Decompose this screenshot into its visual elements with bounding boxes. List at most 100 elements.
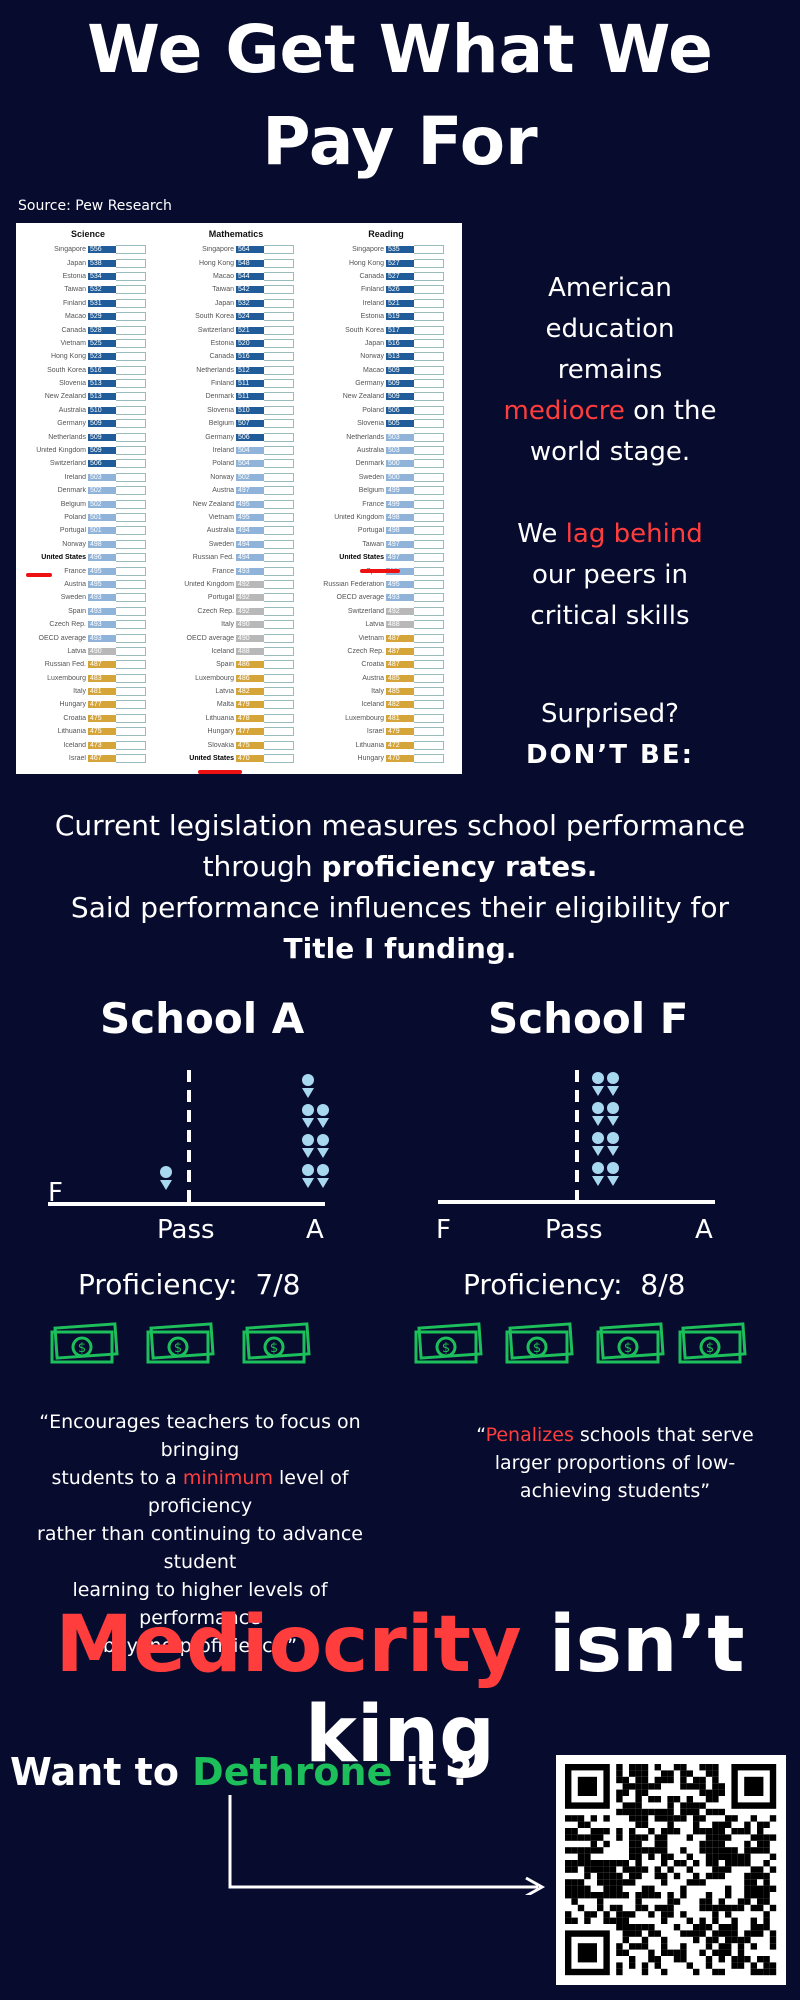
score-value: 482	[386, 701, 414, 709]
table-row: Japan 516	[316, 337, 456, 350]
student-icon	[607, 1102, 619, 1126]
country-name: Croatia	[63, 714, 86, 722]
quote-line: learning to higher levels of performance	[72, 1579, 328, 1629]
country-name: Belgium	[60, 500, 86, 508]
math-column: Mathematics Singapore 564 Hong Kong 548 Maca…	[166, 229, 306, 765]
red-underline-math	[198, 770, 242, 774]
table-row: Latvia 482	[166, 685, 306, 698]
score-bar-track	[116, 379, 146, 389]
table-row: Slovakia 475	[166, 738, 306, 751]
score-bar-track	[414, 472, 444, 482]
country-name: Hong Kong	[348, 259, 384, 267]
table-row: Poland 504	[166, 457, 306, 470]
score-bar-track	[414, 446, 444, 456]
table-row: France 499	[316, 497, 456, 510]
table-row: Iceland 473	[18, 738, 158, 751]
country-name: Singapore	[54, 246, 86, 254]
svg-text:$: $	[174, 1341, 182, 1356]
quote-line: beyond proficiency.”	[102, 1635, 298, 1657]
table-row: Latvia 490	[18, 645, 158, 658]
student-icon	[317, 1164, 329, 1188]
table-row: Australia 503	[316, 444, 456, 457]
score-value: 511	[236, 380, 264, 388]
reading-header: Reading	[368, 229, 404, 239]
score-bar-track	[264, 513, 294, 522]
country-name: Norway	[360, 353, 384, 361]
country-name: Netherlands	[48, 433, 86, 441]
red-underline-reading	[360, 569, 400, 573]
score-value: 487	[88, 661, 116, 669]
score-bar-track	[116, 271, 146, 281]
paragraph-bold: Title I funding.	[283, 932, 517, 965]
score-value: 493	[386, 594, 414, 602]
score-value: 503	[386, 447, 414, 455]
table-row: Hong Kong 527	[316, 256, 456, 269]
score-bar-track	[414, 713, 444, 723]
score-bar-track	[414, 526, 444, 536]
country-name: Belgium	[358, 487, 384, 495]
school-f-proficiency: Proficiency: 8/8	[463, 1268, 685, 1301]
score-bar-track	[116, 754, 146, 764]
score-value: 479	[386, 728, 414, 736]
table-row: Luxembourg 481	[316, 712, 456, 725]
table-row: Belgium 507	[166, 417, 306, 430]
cta-text: it ?	[392, 1750, 473, 1794]
school-a-funding: $ $ $	[50, 1322, 311, 1364]
score-value: 488	[386, 621, 414, 629]
call-to-action: Want to Dethrone it ?	[10, 1750, 472, 1794]
cta-text: Want to	[10, 1750, 193, 1794]
quote-line: achieving students”	[519, 1480, 711, 1502]
table-row: New Zealand 509	[316, 390, 456, 403]
score-value: 505	[386, 420, 414, 428]
qr-code[interactable]	[556, 1755, 786, 1985]
score-value: 485	[386, 674, 414, 682]
score-value: 527	[386, 272, 414, 280]
table-row: New Zealand 513	[18, 390, 158, 403]
school-f-diagram	[438, 1070, 715, 1204]
country-name: New Zealand	[342, 393, 384, 401]
score-bar-track	[414, 271, 444, 281]
country-name: Latvia	[215, 688, 234, 696]
score-bar-track	[264, 352, 294, 362]
quote-line: “Encourages teachers to focus on bringin…	[39, 1411, 361, 1461]
score-value: 509	[386, 393, 414, 401]
score-bar-track	[264, 405, 294, 415]
score-value: 477	[236, 728, 264, 736]
table-row: Ireland 503	[18, 471, 158, 484]
money-icon: $	[414, 1322, 483, 1364]
country-name: Russian Federation	[323, 580, 384, 588]
school-a-proficiency: Proficiency: 7/8	[78, 1268, 300, 1301]
score-value: 494	[236, 527, 264, 535]
score-value: 467	[88, 755, 116, 763]
country-name: Macao	[362, 366, 384, 374]
country-name: Portugal	[357, 527, 384, 535]
table-row: Japan 538	[18, 256, 158, 269]
country-name: Macao	[64, 313, 86, 321]
quote-text: level of proficiency	[147, 1467, 349, 1517]
score-value: 510	[88, 406, 116, 414]
student-icon	[317, 1134, 329, 1158]
student-icon	[607, 1132, 619, 1156]
side-text: world stage.	[529, 437, 691, 467]
table-row: OECD average 493	[18, 631, 158, 644]
country-name: Denmark	[205, 393, 234, 401]
table-row: New Zealand 495	[166, 497, 306, 510]
table-row: United States 470	[166, 752, 306, 765]
country-name: Netherlands	[196, 366, 234, 374]
table-row: Portugal 498	[316, 524, 456, 537]
country-name: Israel	[366, 728, 384, 736]
country-name: Slovenia	[207, 406, 234, 414]
highlight-text: lag behind	[565, 519, 703, 549]
quote-text: students to a	[51, 1467, 183, 1489]
science-header: Science	[70, 229, 106, 239]
score-bar-track	[414, 285, 444, 295]
score-value: 524	[236, 313, 264, 321]
table-row: Singapore 556	[18, 243, 158, 256]
table-row: Italy 485	[316, 685, 456, 698]
score-value: 513	[88, 393, 116, 401]
score-value: 497	[236, 487, 264, 495]
table-row: Ireland 521	[316, 297, 456, 310]
student-icon	[302, 1104, 314, 1128]
paragraph-line: Said performance influences their eligib…	[70, 891, 730, 924]
table-row: Russian Fed. 494	[166, 551, 306, 564]
